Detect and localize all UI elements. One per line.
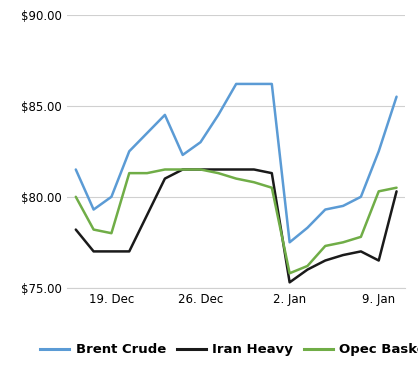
Opec Basket — [394, 186, 399, 190]
Iran Heavy — [252, 167, 257, 172]
Iran Heavy — [269, 171, 274, 175]
Iran Heavy — [73, 227, 78, 232]
Brent Crude — [305, 225, 310, 230]
Iran Heavy — [180, 167, 185, 172]
Brent Crude — [91, 207, 96, 212]
Opec Basket — [252, 180, 257, 184]
Opec Basket — [358, 235, 363, 239]
Opec Basket — [269, 186, 274, 190]
Opec Basket — [127, 171, 132, 175]
Brent Crude — [162, 113, 167, 117]
Iran Heavy — [287, 280, 292, 284]
Brent Crude — [180, 153, 185, 157]
Iran Heavy — [91, 249, 96, 254]
Brent Crude — [341, 204, 346, 208]
Opec Basket — [109, 231, 114, 235]
Iran Heavy — [358, 249, 363, 254]
Iran Heavy — [376, 258, 381, 263]
Brent Crude — [394, 94, 399, 99]
Brent Crude — [145, 131, 150, 135]
Opec Basket — [145, 171, 150, 175]
Opec Basket — [341, 240, 346, 245]
Line: Opec Basket: Opec Basket — [76, 169, 397, 273]
Brent Crude — [323, 207, 328, 212]
Brent Crude — [127, 149, 132, 154]
Brent Crude — [216, 113, 221, 117]
Opec Basket — [216, 171, 221, 175]
Legend: Brent Crude, Iran Heavy, Opec Basket: Brent Crude, Iran Heavy, Opec Basket — [35, 338, 418, 362]
Opec Basket — [73, 194, 78, 199]
Opec Basket — [234, 176, 239, 181]
Line: Brent Crude: Brent Crude — [76, 84, 397, 242]
Brent Crude — [358, 194, 363, 199]
Opec Basket — [162, 167, 167, 172]
Iran Heavy — [341, 253, 346, 257]
Opec Basket — [91, 227, 96, 232]
Brent Crude — [198, 140, 203, 144]
Iran Heavy — [394, 189, 399, 194]
Brent Crude — [109, 194, 114, 199]
Brent Crude — [234, 82, 239, 86]
Brent Crude — [252, 82, 257, 86]
Brent Crude — [376, 149, 381, 154]
Opec Basket — [287, 271, 292, 276]
Opec Basket — [305, 264, 310, 268]
Brent Crude — [73, 167, 78, 172]
Opec Basket — [198, 167, 203, 172]
Brent Crude — [287, 240, 292, 245]
Iran Heavy — [216, 167, 221, 172]
Iran Heavy — [323, 258, 328, 263]
Line: Iran Heavy: Iran Heavy — [76, 169, 397, 282]
Iran Heavy — [127, 249, 132, 254]
Iran Heavy — [305, 268, 310, 272]
Iran Heavy — [234, 167, 239, 172]
Opec Basket — [323, 244, 328, 248]
Iran Heavy — [109, 249, 114, 254]
Brent Crude — [269, 82, 274, 86]
Opec Basket — [180, 167, 185, 172]
Iran Heavy — [198, 167, 203, 172]
Iran Heavy — [145, 213, 150, 217]
Opec Basket — [376, 189, 381, 194]
Iran Heavy — [162, 176, 167, 181]
